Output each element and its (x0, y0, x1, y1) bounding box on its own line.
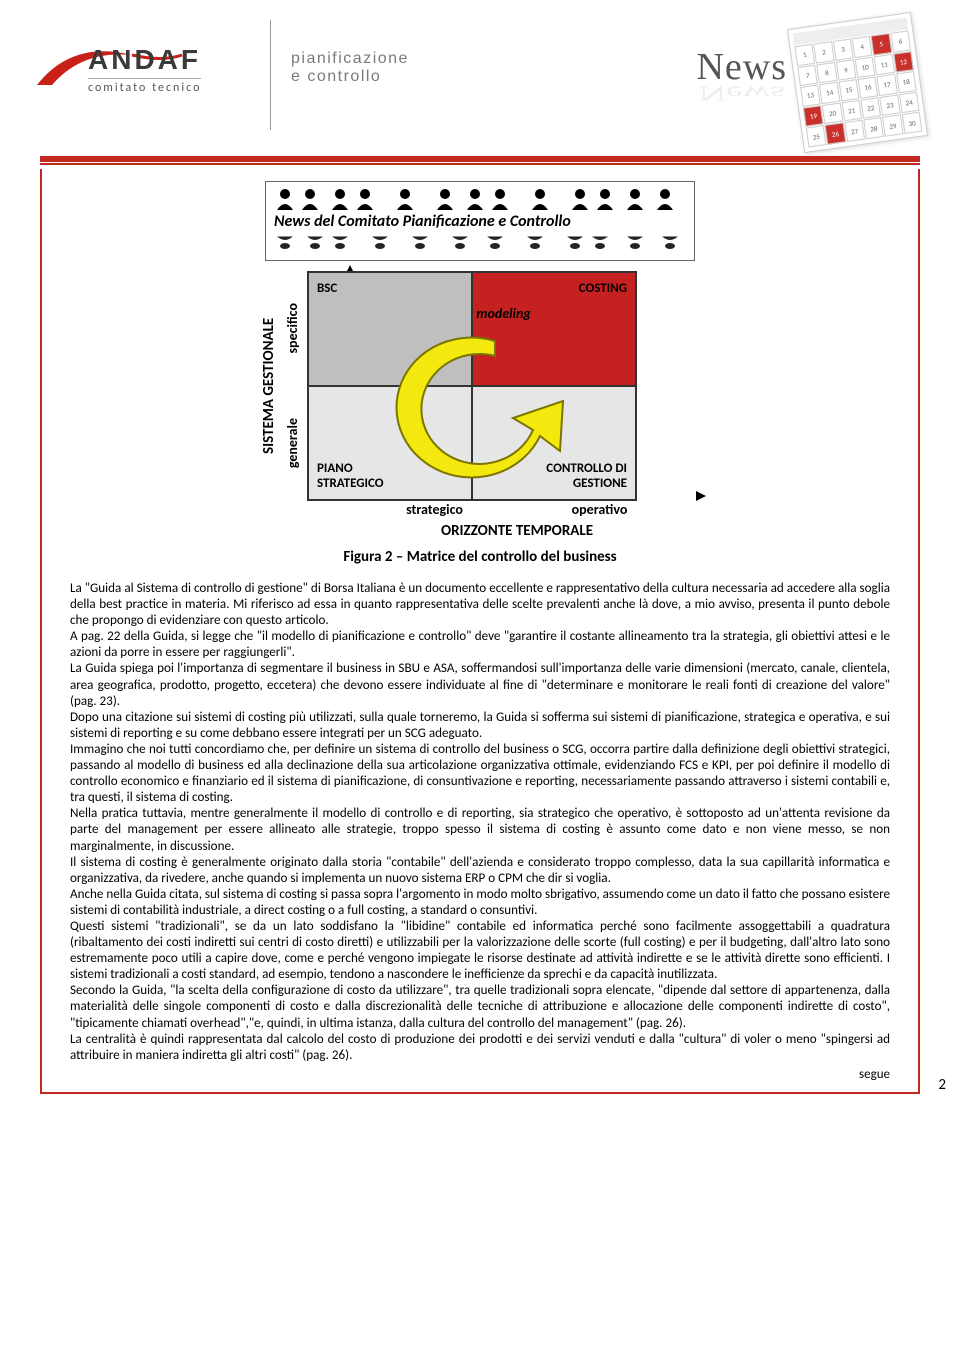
paragraph: Anche nella Guida citata, sul sistema di… (70, 886, 890, 918)
quadrant-tl: BSC (308, 272, 472, 386)
y-tick-top: specifico (284, 303, 301, 354)
figure-caption: Figura 2 – Matrice del controllo del bus… (70, 548, 890, 566)
paragraph: Immagino che noi tutti concordiamo che, … (70, 741, 890, 805)
paragraph: A pag. 22 della Guida, si legge che "il … (70, 628, 890, 660)
content-frame: News del Comitato Pianificazione e Contr… (40, 169, 920, 1094)
body-text: La "Guida al Sistema di controllo di ges… (70, 580, 890, 1063)
y-tick-bottom: generale (284, 418, 301, 468)
page-number: 2 (938, 1076, 946, 1094)
paragraph: Il sistema di costing è generalmente ori… (70, 854, 890, 886)
x-axis-arrow-icon (696, 491, 706, 501)
paragraph: Dopo una citazione sui sistemi di costin… (70, 709, 890, 741)
news-wordmark: News News (696, 45, 787, 115)
header-divider (270, 20, 271, 130)
department-label: pianificazione e controllo (291, 50, 409, 86)
y-axis-label: SISTEMA GESTIONALE (260, 271, 278, 501)
section-title-box: News del Comitato Pianificazione e Contr… (265, 181, 695, 261)
paragraph: Questi sistemi "tradizionali", se da un … (70, 918, 890, 982)
paragraph: La "Guida al Sistema di controllo di ges… (70, 580, 890, 628)
quadrant-br: CONTROLLO DI GESTIONE (472, 386, 636, 500)
paragraph: Secondo la Guida, "la scelta della confi… (70, 982, 890, 1030)
quadrant-bl: PIANO STRATEGICO (308, 386, 472, 500)
calendar-icon: 123456 789101112 131415161718 1920212223… (787, 12, 928, 153)
section-title: News del Comitato Pianificazione e Contr… (274, 212, 686, 231)
logo-title: ANDAF (88, 44, 201, 76)
header-rule-thin (40, 163, 920, 165)
continue-label: segue (70, 1067, 890, 1082)
paragraph: Nella pratica tuttavia, mentre generalme… (70, 805, 890, 853)
people-row-top (274, 188, 686, 210)
page-header: ANDAF comitato tecnico pianificazione e … (40, 20, 920, 150)
x-tick-right: operativo (517, 501, 682, 518)
people-row-bottom (274, 236, 686, 249)
x-axis-label: ORIZZONTE TEMPORALE (352, 522, 682, 540)
modeling-label: modeling (476, 305, 531, 322)
matrix-diagram: SISTEMA GESTIONALE specifico generale BS… (260, 271, 700, 540)
quadrant-tr: COSTING (472, 272, 636, 386)
paragraph: La Guida spiega poi l'importanza di segm… (70, 660, 890, 708)
header-rule-thick (40, 156, 920, 162)
logo-subtitle: comitato tecnico (88, 78, 201, 95)
andaf-logo: ANDAF comitato tecnico (40, 20, 230, 120)
paragraph: La centralità è quindi rappresentata dal… (70, 1031, 890, 1063)
x-tick-left: strategico (352, 501, 517, 518)
